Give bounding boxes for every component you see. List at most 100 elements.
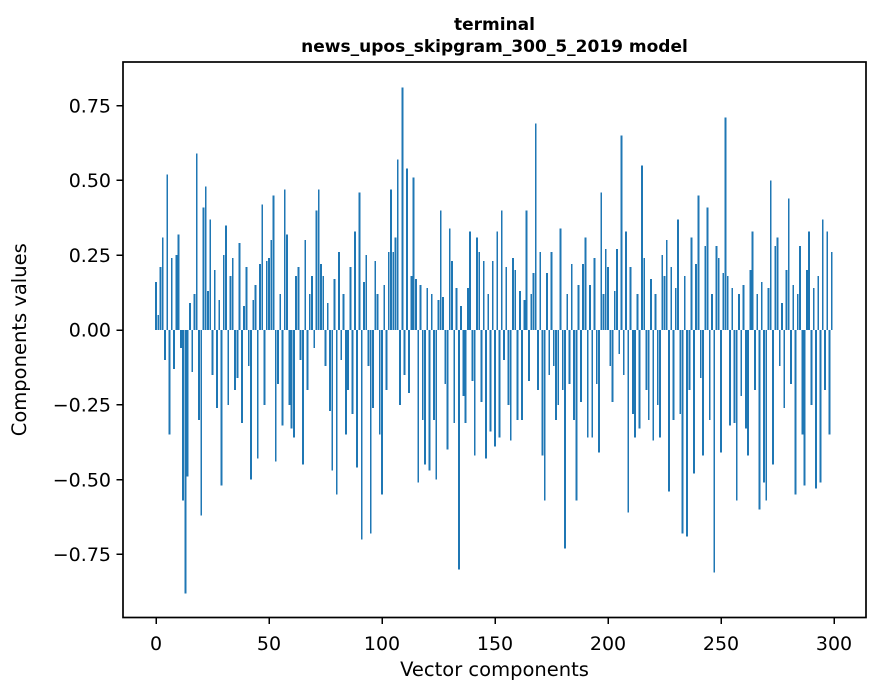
bar bbox=[595, 330, 598, 384]
bar bbox=[209, 219, 212, 330]
bar bbox=[426, 288, 429, 330]
bar bbox=[245, 267, 248, 330]
bar bbox=[713, 330, 716, 573]
x-tick-label: 250 bbox=[703, 633, 739, 655]
bar bbox=[326, 303, 329, 330]
bar bbox=[539, 252, 542, 330]
bar bbox=[690, 237, 693, 330]
bar bbox=[419, 285, 422, 330]
bar bbox=[175, 255, 178, 330]
x-tick-label: 100 bbox=[364, 633, 400, 655]
bar bbox=[340, 330, 343, 360]
bar bbox=[622, 330, 625, 375]
bar bbox=[367, 330, 370, 366]
bar bbox=[170, 258, 173, 330]
bar bbox=[516, 330, 519, 420]
bar bbox=[225, 225, 227, 330]
bar bbox=[338, 252, 340, 330]
bar bbox=[609, 330, 612, 366]
bar bbox=[329, 330, 331, 411]
bar bbox=[534, 123, 537, 330]
bar bbox=[679, 330, 682, 414]
bar bbox=[487, 294, 490, 330]
bar bbox=[399, 330, 401, 405]
bar bbox=[476, 237, 478, 330]
bar bbox=[252, 300, 255, 330]
bar bbox=[521, 330, 524, 420]
y-tick-label: −0.50 bbox=[53, 469, 111, 491]
bar bbox=[277, 330, 279, 384]
bar bbox=[528, 330, 530, 381]
bar bbox=[392, 252, 395, 330]
bar bbox=[767, 288, 770, 330]
bar bbox=[259, 264, 261, 330]
bar bbox=[548, 330, 551, 375]
bar bbox=[530, 294, 533, 330]
bar bbox=[317, 189, 320, 330]
bar bbox=[783, 330, 786, 408]
bar bbox=[821, 219, 824, 330]
bar bbox=[550, 252, 553, 330]
bar bbox=[349, 267, 352, 330]
bar bbox=[582, 264, 585, 330]
bar bbox=[408, 330, 411, 393]
bar bbox=[415, 279, 417, 330]
bar bbox=[240, 330, 243, 423]
bar bbox=[353, 231, 356, 330]
bar bbox=[173, 330, 175, 369]
bar bbox=[799, 246, 801, 330]
bar bbox=[302, 330, 304, 465]
bar bbox=[401, 87, 404, 331]
bar bbox=[754, 330, 756, 390]
bar bbox=[383, 285, 386, 330]
bar bbox=[381, 330, 383, 495]
bar bbox=[202, 207, 205, 330]
bar bbox=[616, 249, 618, 330]
bar bbox=[756, 294, 759, 330]
bar bbox=[462, 330, 465, 396]
bar bbox=[161, 237, 164, 330]
bar bbox=[699, 330, 702, 378]
chart-subtitle: news_upos_skipgram_300_5_2019 model bbox=[301, 37, 688, 57]
bar bbox=[182, 330, 185, 501]
bar bbox=[769, 180, 772, 330]
bar bbox=[155, 282, 157, 330]
bar bbox=[356, 330, 359, 468]
bar bbox=[751, 231, 754, 330]
bar bbox=[674, 288, 677, 330]
bar bbox=[442, 297, 444, 330]
bar bbox=[819, 330, 822, 483]
bar bbox=[801, 330, 804, 435]
bar bbox=[735, 330, 738, 501]
bar bbox=[290, 330, 293, 429]
x-tick-label: 50 bbox=[257, 633, 281, 655]
bar bbox=[439, 210, 442, 330]
bar bbox=[613, 291, 616, 330]
bar bbox=[437, 300, 440, 330]
bar bbox=[586, 330, 589, 438]
bar bbox=[234, 330, 236, 390]
bar bbox=[394, 237, 397, 330]
bar bbox=[344, 330, 347, 435]
bar bbox=[250, 330, 252, 480]
bar bbox=[591, 330, 594, 438]
bar bbox=[826, 231, 829, 330]
bar bbox=[270, 240, 273, 330]
bar bbox=[496, 231, 499, 330]
bar bbox=[552, 330, 555, 366]
bar bbox=[629, 267, 632, 330]
bar bbox=[387, 252, 390, 330]
bar bbox=[742, 285, 745, 330]
bar bbox=[724, 117, 727, 330]
bar bbox=[618, 330, 621, 354]
x-tick-label: 150 bbox=[477, 633, 513, 655]
bar bbox=[546, 273, 548, 330]
bar bbox=[220, 330, 223, 486]
bar bbox=[611, 330, 614, 402]
bar bbox=[166, 174, 169, 330]
bar bbox=[360, 330, 363, 540]
bar bbox=[650, 279, 652, 330]
bar bbox=[740, 330, 743, 396]
